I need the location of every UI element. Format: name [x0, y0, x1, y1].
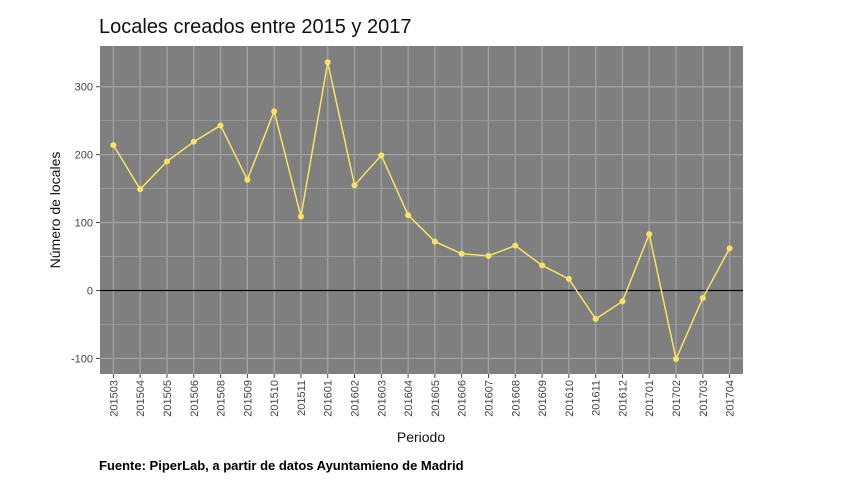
x-tick-label: 201607 [483, 380, 495, 417]
x-tick-label: 201701 [644, 380, 656, 417]
data-point [673, 356, 680, 363]
x-tick-label: 201503 [108, 380, 120, 417]
data-point [539, 262, 546, 269]
data-point [271, 108, 278, 115]
x-tick-label: 201505 [162, 380, 174, 417]
y-tick-label: 0 [87, 285, 93, 297]
data-point [137, 186, 144, 193]
x-tick-label: 201606 [457, 380, 469, 417]
data-point [110, 142, 117, 149]
data-point [324, 59, 331, 66]
x-tick-label: 201506 [189, 380, 201, 417]
x-tick-label: 201702 [671, 380, 683, 417]
x-tick-label: 201602 [350, 380, 362, 417]
data-point [163, 158, 170, 165]
chart-title: Locales creados entre 2015 y 2017 [99, 16, 411, 38]
data-point [646, 231, 653, 238]
data-point [405, 212, 412, 219]
data-points [110, 59, 733, 363]
x-tick-label: 201608 [510, 380, 522, 417]
x-tick-label: 201612 [617, 380, 629, 417]
data-point [565, 275, 572, 282]
y-axis-title: Número de locales [47, 152, 63, 269]
y-tick-label: -100 [71, 353, 93, 365]
x-tick-label: 201703 [698, 380, 710, 417]
x-tick-label: 201508 [216, 380, 228, 417]
y-tick-label: 100 [75, 218, 93, 230]
data-point [378, 152, 385, 159]
x-tick-label: 201604 [403, 380, 415, 417]
x-axis-ticks: 201503 201504 201505 201506 201508 201509 2015… [108, 374, 737, 417]
x-tick-label: 201704 [725, 380, 737, 417]
data-point [592, 315, 599, 322]
y-tick-label: 300 [75, 82, 93, 94]
y-axis-ticks: -100 0 100 200 300 [71, 82, 100, 365]
x-tick-label: 201610 [564, 380, 576, 417]
source-note: Fuente: PiperLab, a partir de datos Ayun… [99, 458, 464, 473]
data-point [297, 213, 304, 220]
data-point [431, 238, 438, 245]
plot-panel [100, 46, 743, 374]
y-tick-label: 200 [75, 150, 93, 162]
data-point [190, 138, 197, 145]
data-point [726, 245, 733, 252]
data-point [619, 298, 626, 305]
x-tick-label: 201601 [323, 380, 335, 417]
x-axis-title: Periodo [397, 429, 445, 445]
data-point [485, 252, 492, 259]
data-point [351, 182, 358, 189]
x-tick-label: 201611 [591, 380, 603, 416]
data-point [512, 242, 519, 249]
x-tick-label: 201605 [430, 380, 442, 417]
x-tick-label: 201509 [242, 380, 254, 417]
x-tick-label: 201603 [376, 380, 388, 417]
data-point [244, 176, 251, 183]
data-point [458, 250, 465, 257]
data-point [699, 294, 706, 301]
x-tick-label: 201609 [537, 380, 549, 417]
x-tick-label: 201504 [135, 380, 147, 417]
data-point [217, 122, 224, 129]
x-tick-label: 201511 [296, 380, 308, 416]
x-tick-label: 201510 [269, 380, 281, 417]
series-line [112, 62, 731, 362]
